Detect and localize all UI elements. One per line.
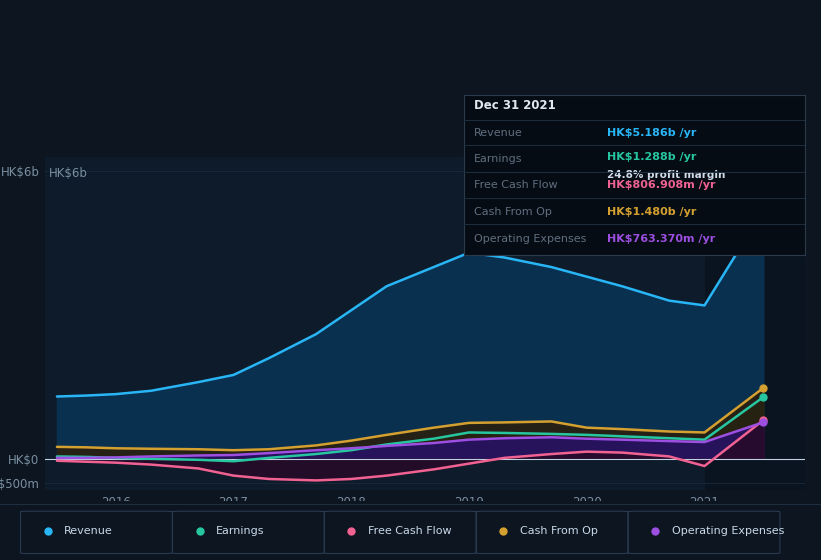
Point — [757, 416, 770, 424]
Point — [757, 206, 770, 214]
Point — [757, 384, 770, 393]
Text: Revenue: Revenue — [64, 526, 112, 535]
Text: Revenue: Revenue — [474, 128, 523, 138]
Text: HK$1.288b /yr: HK$1.288b /yr — [607, 152, 696, 162]
Text: Earnings: Earnings — [474, 154, 523, 164]
Text: Dec 31 2021: Dec 31 2021 — [474, 99, 556, 112]
Text: Earnings: Earnings — [216, 526, 264, 535]
Text: HK$806.908m /yr: HK$806.908m /yr — [607, 180, 715, 190]
Text: HK$763.370m /yr: HK$763.370m /yr — [607, 234, 715, 244]
Text: Cash From Op: Cash From Op — [474, 207, 552, 217]
Text: Operating Expenses: Operating Expenses — [672, 526, 784, 535]
Text: HK$1.480b /yr: HK$1.480b /yr — [607, 207, 696, 217]
Text: HK$6b: HK$6b — [49, 167, 88, 180]
Text: 24.8% profit margin: 24.8% profit margin — [607, 170, 725, 180]
Bar — [704, 157, 821, 490]
Text: HK$5.186b /yr: HK$5.186b /yr — [607, 128, 696, 138]
Text: Free Cash Flow: Free Cash Flow — [368, 526, 452, 535]
Text: Cash From Op: Cash From Op — [520, 526, 598, 535]
Text: Free Cash Flow: Free Cash Flow — [474, 180, 557, 190]
Point — [757, 418, 770, 427]
Point — [757, 393, 770, 402]
Text: Operating Expenses: Operating Expenses — [474, 234, 586, 244]
